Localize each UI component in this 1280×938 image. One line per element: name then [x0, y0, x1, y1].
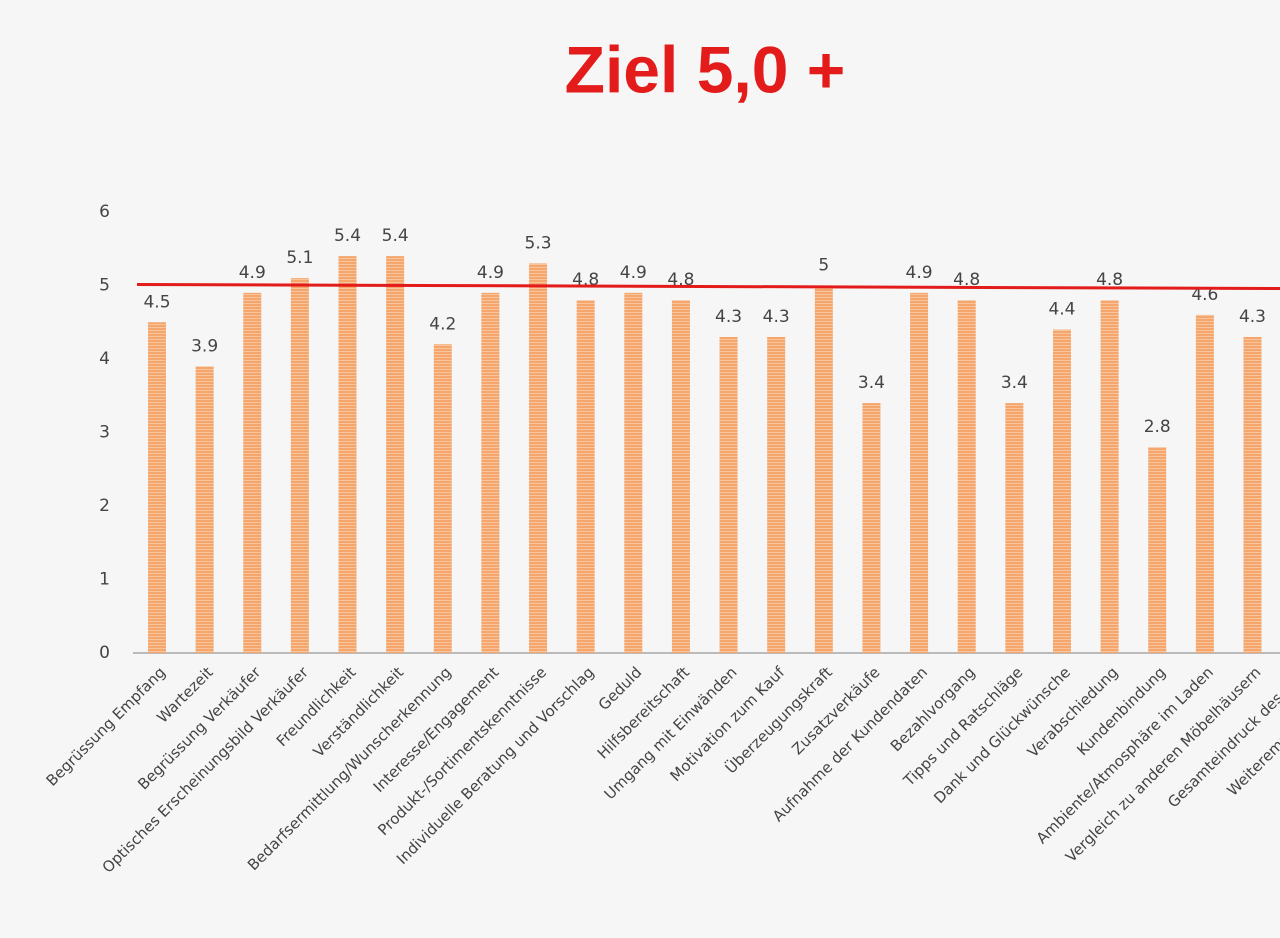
- value-label: 4.9: [620, 263, 647, 283]
- value-label: 4.8: [953, 270, 980, 290]
- bar: [148, 322, 166, 653]
- value-label: 3.4: [1001, 373, 1028, 393]
- bar: [433, 344, 452, 653]
- value-label: 5.3: [525, 233, 552, 253]
- bar: [1195, 314, 1214, 653]
- value-label: 5.4: [382, 226, 409, 246]
- value-label: 3.4: [858, 373, 885, 393]
- value-label: 4.9: [906, 263, 933, 283]
- value-label: 5.4: [334, 226, 361, 246]
- bar: [529, 263, 548, 653]
- bar: [1005, 403, 1024, 653]
- bar: [1243, 336, 1262, 653]
- value-label: 4.3: [715, 307, 742, 327]
- value-label: 4.6: [1191, 285, 1218, 305]
- bar: [195, 366, 214, 653]
- y-tick-label: 3: [99, 423, 110, 443]
- y-tick-label: 2: [99, 496, 110, 516]
- value-label: 3.9: [191, 336, 218, 356]
- bar: [1052, 329, 1071, 653]
- value-label: 5: [818, 256, 829, 276]
- bar: [290, 278, 309, 653]
- value-label: 4.3: [1239, 307, 1266, 327]
- bar: [481, 292, 500, 653]
- value-label: 4.2: [429, 314, 456, 334]
- y-tick-label: 1: [99, 570, 110, 590]
- value-label: 4.9: [477, 263, 504, 283]
- bar: [671, 300, 690, 653]
- chart-title: Ziel 5,0 +: [565, 32, 846, 106]
- bar: [576, 300, 595, 653]
- target-line: [136, 283, 1280, 290]
- bar: [624, 292, 643, 653]
- y-tick-label: 6: [99, 202, 110, 222]
- bar: [338, 256, 357, 653]
- bar: [910, 292, 929, 653]
- value-label: 4.4: [1048, 300, 1075, 320]
- bar: [767, 336, 786, 653]
- y-tick-label: 5: [99, 276, 110, 296]
- y-tick-label: 4: [99, 349, 110, 369]
- value-label: 4.3: [763, 307, 790, 327]
- value-label: 4.8: [1096, 270, 1123, 290]
- y-tick-label: 0: [99, 643, 110, 663]
- bar: [386, 256, 405, 653]
- value-label: 2.8: [1144, 417, 1171, 437]
- bar: [243, 292, 262, 653]
- bar: [957, 300, 976, 653]
- value-label: 5.1: [286, 248, 313, 268]
- value-label: 4.9: [239, 263, 266, 283]
- bar: [719, 336, 738, 653]
- bar: [1148, 447, 1167, 653]
- bar: [814, 285, 833, 653]
- bar: [1100, 300, 1119, 653]
- value-label: 4.5: [143, 292, 170, 312]
- bar: [862, 403, 881, 653]
